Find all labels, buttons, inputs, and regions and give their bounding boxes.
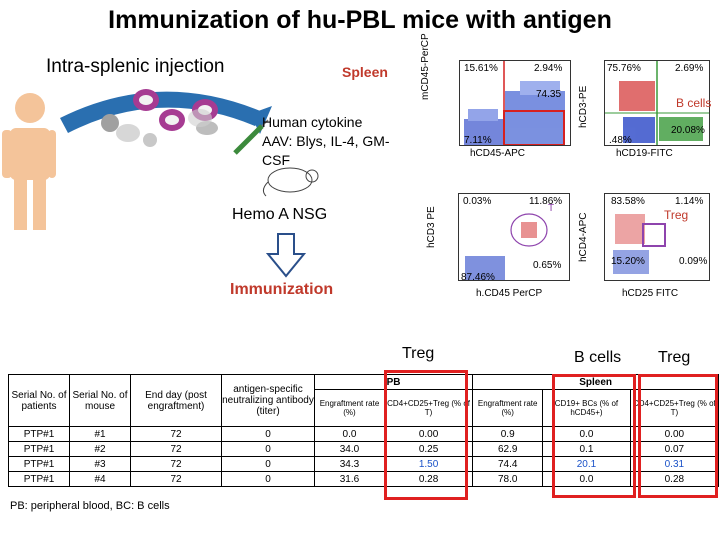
plot4-q-bl: 15.20% <box>611 256 645 267</box>
cell: 72 <box>130 426 222 442</box>
mouse-icon <box>262 167 319 197</box>
plot2-ylabel: hCD3-PE <box>578 85 589 128</box>
plot2-xlabel: hCD19-FITC <box>616 148 673 159</box>
plot4-ylabel: hCD4-APC <box>578 212 589 262</box>
header-sp-bc: CD19+ BCs (% of hCD45+) <box>542 389 631 427</box>
plot1-ylabel: mCD45-PerCP <box>420 33 431 100</box>
page-title: Immunization of hu-PBL mice with antigen <box>108 6 612 34</box>
flow-plot-3: 0.03% 11.86% 0.65% 87.46% <box>458 193 570 281</box>
pb-treg-highlight-box <box>384 370 468 500</box>
cell: #4 <box>69 471 131 487</box>
immunization-label: Immunization <box>230 281 334 298</box>
table-row: PTP#1 #3 72 0 34.3 1.50 74.4 20.1 0.31 <box>8 456 720 472</box>
plot2-q-tr: 2.69% <box>675 63 704 74</box>
table-row: PTP#1 #4 72 0 31.6 0.28 78.0 0.0 0.28 <box>8 471 720 487</box>
cytokine-text: Human cytokine AAV: Blys, IL-4, GM-CSF <box>262 114 390 168</box>
cell: 0 <box>221 471 315 487</box>
cell: 72 <box>130 456 222 472</box>
human-figure-icon <box>2 93 56 230</box>
header-end-day: End day (post engraftment) <box>130 374 222 427</box>
cell: PTP#1 <box>8 441 70 457</box>
flow-plot-2: 75.76% 2.69% .48% 20.08% <box>604 60 710 146</box>
cell: #2 <box>69 441 131 457</box>
plot3-q-tr: 11.86% <box>529 196 563 207</box>
cell: PTP#1 <box>8 456 70 472</box>
cell: 0.9 <box>472 426 544 442</box>
cell: 34.0 <box>314 441 385 457</box>
t-gate-label: T <box>548 203 555 214</box>
treg-pb-label: Treg <box>402 345 435 362</box>
plot3-q-tl: 0.03% <box>463 196 492 207</box>
cell: 74.4 <box>472 456 544 472</box>
header-pb-treg: CD4+CD25+Treg (% of T) <box>383 389 474 427</box>
plot3-q-mid: 0.65% <box>533 260 562 271</box>
bcells-gate-label: B cells <box>676 96 712 110</box>
header-sp-engraft: Engraftment rate (%) <box>472 389 544 427</box>
plot2-q-bl: .48% <box>609 135 632 146</box>
bcells-section-label: B cells <box>574 349 622 366</box>
plot4-q-tr: 1.14% <box>675 196 704 207</box>
flow-plot-1: 15.61% 2.94% 74.35 7.11% <box>459 60 571 146</box>
injection-diagram <box>60 89 272 147</box>
header-sp-treg: CD4+CD25+Treg (% of T) <box>629 389 720 427</box>
plot1-xlabel: hCD45-APC <box>470 148 526 159</box>
bc-highlight-box <box>552 374 636 498</box>
header-serial-patients: Serial No. of patients <box>8 374 70 427</box>
cell-icon <box>133 89 159 111</box>
cell: 0 <box>221 441 315 457</box>
table-row: PTP#1 #1 72 0 0.0 0.00 0.9 0.0 0.00 <box>8 426 720 442</box>
plot2-q-br: 20.08% <box>671 125 705 136</box>
cell: 0.28 <box>629 471 720 487</box>
plot3-q-bl: 87.46% <box>461 272 495 281</box>
cell: 31.6 <box>314 471 385 487</box>
subtitle: Intra-splenic injection <box>46 56 225 77</box>
treg-gate-label: Treg <box>664 208 689 222</box>
plot1-q-tr: 2.94% <box>534 63 563 74</box>
cell: 78.0 <box>472 471 544 487</box>
plot3-xlabel: h.CD45 PerCP <box>476 288 543 299</box>
cell: PTP#1 <box>8 471 70 487</box>
flow-plot-4: 83.58% 1.14% 15.20% 0.09% <box>604 193 710 281</box>
spleen-treg-highlight-box <box>638 374 718 498</box>
header-antibody: antigen-specific neutralizing antibody (… <box>221 374 315 427</box>
cell: 0.0 <box>542 471 631 487</box>
syringe-icon <box>233 119 269 155</box>
results-table: Serial No. of patients Serial No. of mou… <box>8 374 720 487</box>
header-serial-mouse: Serial No. of mouse <box>69 374 131 427</box>
plot4-q-tl: 83.58% <box>611 196 645 207</box>
cell: 62.9 <box>472 441 544 457</box>
cell: PTP#1 <box>8 426 70 442</box>
plot2-q-tl: 75.76% <box>607 63 641 74</box>
plot1-q-mid: 74.35 <box>536 89 562 100</box>
cell: 0.0 <box>314 426 385 442</box>
cell: 0.28 <box>383 471 474 487</box>
plot1-q-bl: 7.11% <box>464 135 492 146</box>
cell: 0 <box>221 426 315 442</box>
cell: #3 <box>69 456 131 472</box>
cell: #1 <box>69 426 131 442</box>
mouse-strain-label: Hemo A NSG <box>232 206 328 223</box>
down-arrow-icon <box>266 233 306 278</box>
plot3-ylabel: hCD3 PE <box>426 206 437 248</box>
plot4-xlabel: hCD25 FITC <box>622 288 679 299</box>
plot1-q-tl: 15.61% <box>464 63 498 74</box>
cell: 72 <box>130 441 222 457</box>
cell: 72 <box>130 471 222 487</box>
spleen-label: Spleen <box>342 64 388 80</box>
cell: 34.3 <box>314 456 385 472</box>
treg-spleen-label: Treg <box>658 349 691 366</box>
header-pb-engraft: Engraftment rate (%) <box>314 389 385 427</box>
cell: 0 <box>221 456 315 472</box>
plot4-q-br: 0.09% <box>679 256 708 267</box>
table-row: PTP#1 #2 72 0 34.0 0.25 62.9 0.1 0.07 <box>8 441 720 457</box>
table-footnote: PB: peripheral blood, BC: B cells <box>10 500 170 512</box>
